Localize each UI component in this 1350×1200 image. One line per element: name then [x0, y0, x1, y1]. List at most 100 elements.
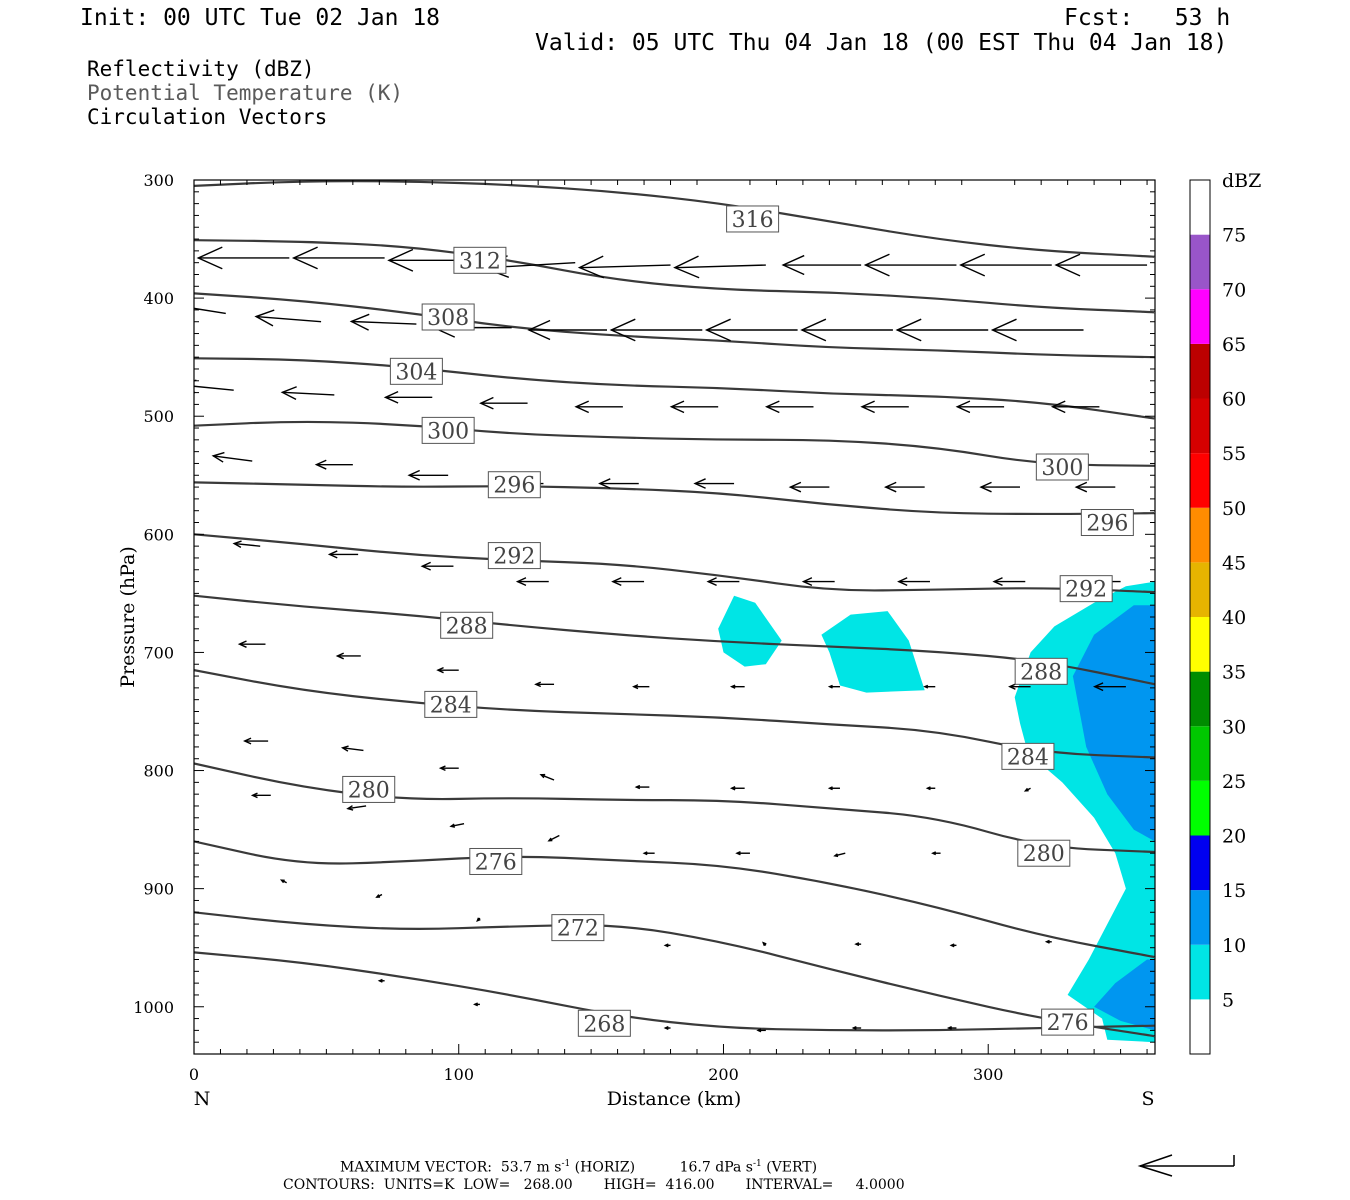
colorbar-segment-5 [1190, 726, 1210, 781]
reflectivity-shading [718, 581, 1155, 1043]
vector-arrow-82 [663, 943, 671, 948]
init-time-label: Init: 00 UTC Tue 02 Jan 18 [80, 5, 441, 31]
vector-arrow-42 [327, 550, 359, 559]
contour-labels: 316 312 308 304 300 300 296 296 292 292 288 288 284 2… [342, 205, 1134, 1037]
vector-arrow-29 [955, 400, 1005, 414]
vector-arrow-7 [781, 254, 862, 276]
forecast-hour-label: Fcst: 53 h [1064, 5, 1231, 31]
vector-arrow-70 [250, 792, 271, 799]
contour-label-box-312-0 [453, 246, 507, 274]
max-vector-line: MAXIMUM VECTOR: 53.7 m s-1 (HORIZ) 16.7 … [340, 1160, 817, 1175]
horiz-tag: (HORIZ) [574, 1159, 636, 1176]
vector-arrow-86 [1044, 939, 1052, 944]
x-tick-label-200: 200 [708, 1065, 739, 1084]
contour-label-box-292-1 [1059, 575, 1113, 603]
colorbar-segment-8 [1190, 562, 1210, 617]
x-axis-label: Distance (km) [607, 1088, 742, 1110]
vector-arrow-45 [611, 577, 645, 586]
vector-arrow-57 [827, 684, 840, 689]
colorbar-label-5: 5 [1222, 989, 1234, 1011]
vector-arrow-73 [547, 834, 560, 842]
contour-label-box-288-1 [1014, 657, 1068, 685]
vector-arrow-9 [959, 253, 1052, 277]
colorbar-segment-3 [1190, 835, 1210, 891]
contour-label-284-0: 284 [430, 693, 472, 718]
vector-arrow-62 [340, 745, 364, 752]
vector-arrow-15 [527, 319, 607, 341]
vector-arrow-36 [693, 478, 735, 489]
colorbar-label-45: 45 [1222, 552, 1246, 574]
contour-label-280-1: 280 [1023, 842, 1065, 867]
vector-arrow-1 [196, 246, 290, 270]
vector-arrow-2 [291, 246, 385, 270]
max-vector-label: MAXIMUM VECTOR: [340, 1159, 492, 1176]
vector-arrow-35 [598, 478, 639, 489]
contour-label-272-0: 272 [557, 917, 599, 942]
vector-arrow-23 [383, 390, 433, 404]
max-vector-vert: 16.7 dPa s [679, 1159, 753, 1176]
theta-contour-284 [194, 669, 1155, 759]
colorbar: 5 10 15 20 25 30 35 40 45 50 55 60 65 70 75 [1189, 179, 1246, 1055]
contour-label-284-1: 284 [1007, 745, 1049, 770]
vector-arrow-21 [194, 379, 234, 394]
colorbar-label-25: 25 [1222, 771, 1246, 793]
contour-label-304-0: 304 [395, 360, 437, 385]
contour-label-292-1: 292 [1065, 578, 1107, 603]
y-tick-label-500: 500 [143, 407, 174, 426]
vector-arrow-74 [642, 851, 655, 856]
colorbar-segment-9 [1190, 507, 1210, 563]
colorbar-label-15: 15 [1222, 880, 1246, 902]
contour-label-308-0: 308 [427, 306, 469, 331]
valid-time-label: Valid: 05 UTC Thu 04 Jan 18 (00 EST Thu … [535, 30, 1228, 56]
y-tick-label-1000: 1000 [133, 998, 174, 1017]
contour-label-300-0: 300 [427, 419, 469, 444]
contour-label-box-308-0 [421, 303, 475, 331]
plot-frame [193, 179, 1156, 1055]
theta-contour-296 [194, 481, 1155, 516]
contour-label-276-0: 276 [475, 850, 517, 875]
vector-arrow-5 [577, 255, 671, 279]
y-axis-label: Pressure (hPa) [117, 546, 139, 688]
contour-label-296-0: 296 [493, 474, 535, 499]
contour-label-276-1: 276 [1047, 1011, 1089, 1036]
colorbar-segment-0 [1190, 999, 1210, 1054]
theta-contour-268 [194, 951, 1155, 1032]
contour-label-box-296-1 [1080, 509, 1134, 537]
vector-arrow-75 [735, 850, 750, 856]
theta-contour-316 [194, 180, 1155, 258]
vector-arrow-13 [349, 313, 417, 331]
vector-arrow-83 [762, 941, 767, 947]
vector-arrow-20 [990, 318, 1084, 342]
contour-label-box-268-0 [577, 1009, 631, 1037]
vector-arrow-60 [1092, 682, 1126, 692]
legend-potential-temperature: Potential Temperature (K) [87, 81, 404, 105]
vector-arrow-68 [925, 786, 936, 791]
vector-arrow-0 [194, 257, 195, 258]
theta-contour-292 [194, 533, 1155, 594]
vector-arrow-33 [407, 469, 449, 481]
vector-arrow-39 [979, 481, 1020, 493]
y-tick-label-300: 300 [143, 171, 174, 190]
vector-arrow-24 [479, 396, 528, 410]
colorbar-label-30: 30 [1222, 716, 1246, 738]
legend-reflectivity: Reflectivity (dBZ) [87, 57, 315, 81]
colorbar-label-10: 10 [1222, 935, 1246, 957]
vert-unit-exponent: -1 [752, 1159, 762, 1169]
vector-arrow-72 [449, 823, 465, 828]
colorbar-label-70: 70 [1222, 279, 1246, 301]
y-tick-label-800: 800 [143, 762, 174, 781]
vector-arrow-31 [211, 451, 253, 463]
reference-vector-icon [1137, 1154, 1235, 1177]
contour-label-box-292-0 [487, 542, 541, 570]
vector-arrow-16 [609, 318, 703, 342]
theta-contour-300 [194, 420, 1155, 467]
vector-arrow-48 [897, 577, 930, 586]
vector-arrow-89 [663, 1026, 671, 1031]
contour-label-296-1: 296 [1086, 512, 1128, 537]
contour-label-312-0: 312 [459, 249, 501, 274]
contour-label-292-0: 292 [493, 545, 535, 570]
south-label: S [1141, 1088, 1154, 1110]
x-tick-label-300: 300 [973, 1065, 1004, 1084]
colorbar-segment-2 [1190, 890, 1210, 945]
contour-label-300-1: 300 [1041, 456, 1083, 481]
